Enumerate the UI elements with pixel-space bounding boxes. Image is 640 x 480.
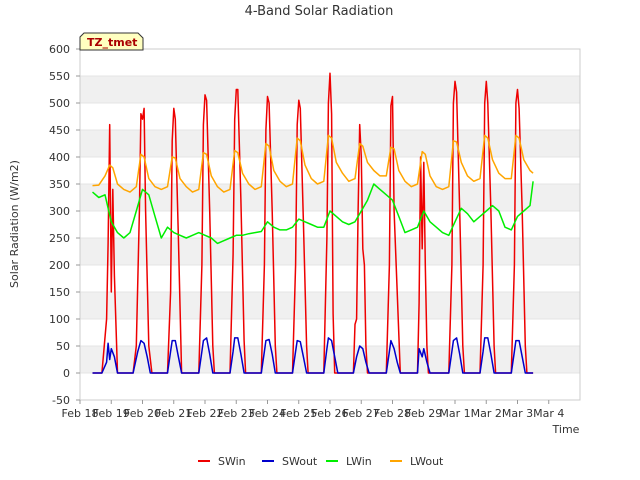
x-tick-label: Mar 3 — [502, 407, 533, 420]
x-tick-label: Mar 1 — [439, 407, 470, 420]
grid-band — [80, 130, 580, 157]
x-tick-label: Feb 21 — [155, 407, 192, 420]
station-badge-label: TZ_tmet — [87, 36, 137, 49]
y-tick-label: 500 — [49, 97, 70, 110]
legend-label-swin: SWin — [218, 455, 246, 468]
station-badge-shape — [79, 32, 144, 51]
x-tick-label: Feb 25 — [280, 407, 317, 420]
series-layer — [92, 72, 534, 374]
x-tick-label: Mar 2 — [471, 407, 502, 420]
y-tick-label: 50 — [56, 340, 70, 353]
y-tick-label: 600 — [49, 43, 70, 56]
x-tick-label: Feb 18 — [62, 407, 99, 420]
y-tick-label: 450 — [49, 124, 70, 137]
grid-band — [80, 184, 580, 211]
chart-title: 4-Band Solar Radiation — [245, 4, 394, 19]
series-line-lwout — [92, 134, 534, 193]
x-tick-label: Feb 29 — [405, 407, 442, 420]
x-tick-label: Feb 23 — [218, 407, 255, 420]
x-tick-label: Feb 20 — [124, 407, 161, 420]
x-tick-label: Mar 4 — [533, 407, 564, 420]
y-axis-label: Solar Radiation (W/m2) — [8, 160, 21, 288]
y-tick-label: 0 — [63, 367, 70, 380]
legend-label-lwout: LWout — [410, 455, 444, 468]
legend: SWin SWout LWin LWout — [198, 455, 444, 468]
plot-background — [80, 49, 580, 400]
series-line-swout — [92, 337, 534, 374]
y-tick-label: 200 — [49, 259, 70, 272]
legend-label-lwin: LWin — [346, 455, 372, 468]
y-tick-label: 550 — [49, 70, 70, 83]
y-tick-label: 300 — [49, 205, 70, 218]
x-tick-label: Feb 19 — [93, 407, 130, 420]
y-tick-label: 100 — [49, 313, 70, 326]
legend-label-swout: SWout — [282, 455, 318, 468]
x-tick-label: Feb 27 — [343, 407, 380, 420]
grid-band — [80, 292, 580, 319]
y-tick-label: 400 — [49, 151, 70, 164]
grid-band — [80, 238, 580, 265]
x-tick-label: Feb 22 — [187, 407, 224, 420]
series-line-lwin — [92, 181, 534, 245]
x-tick-label: Feb 24 — [249, 407, 286, 420]
plot-area — [80, 49, 580, 400]
y-tick-label: 350 — [49, 178, 70, 191]
y-tick-label: -50 — [52, 394, 70, 407]
y-axis-ticks: -50 0 50 100 150 200 250 300 350 400 450 500 550 600 — [49, 43, 80, 407]
x-axis-label: Time — [552, 423, 580, 436]
y-tick-label: 150 — [49, 286, 70, 299]
grid-band — [80, 346, 580, 373]
x-tick-label: Feb 26 — [312, 407, 349, 420]
y-tick-label: 250 — [49, 232, 70, 245]
x-tick-label: Feb 28 — [374, 407, 411, 420]
station-badge: TZ_tmet — [79, 32, 144, 51]
